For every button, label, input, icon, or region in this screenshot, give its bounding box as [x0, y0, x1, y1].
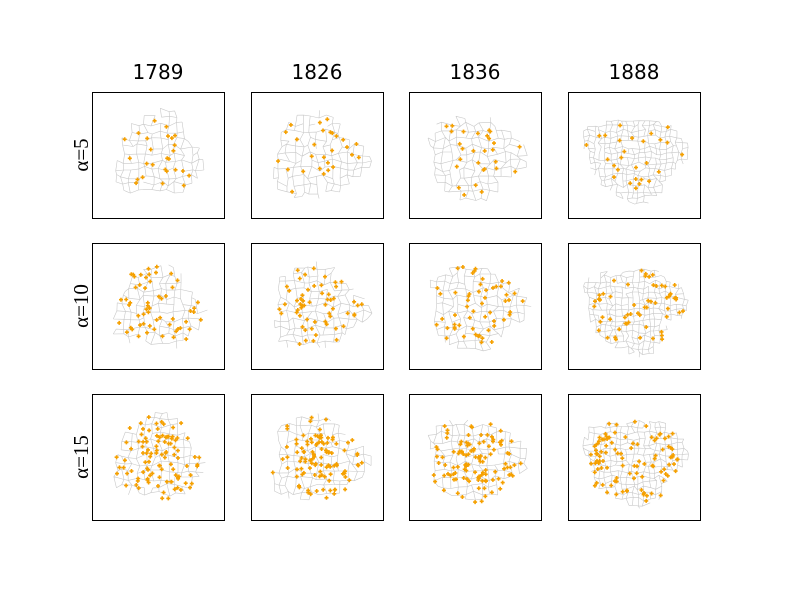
selected-nodes [122, 118, 192, 188]
street-network [583, 119, 689, 205]
selected-nodes [114, 415, 202, 501]
row-title: α=10 [69, 284, 93, 328]
street-network [429, 266, 532, 352]
map-panel [409, 92, 542, 219]
selected-nodes [444, 123, 522, 197]
panel-frame [409, 92, 542, 219]
map-panel [568, 92, 701, 219]
panel-frame [409, 243, 542, 370]
selected-nodes [434, 265, 525, 345]
selected-nodes [584, 123, 685, 191]
column-title: 1888 [609, 60, 660, 84]
panel-frame [92, 394, 225, 521]
panel-frame [92, 243, 225, 370]
selected-nodes [277, 266, 364, 346]
map-panel [92, 92, 225, 219]
selected-nodes [276, 117, 361, 194]
street-network [273, 413, 372, 501]
panel-frame [568, 394, 701, 521]
map-panel [409, 394, 542, 521]
street-network [112, 264, 208, 349]
selected-nodes [592, 268, 685, 342]
selected-nodes [588, 419, 680, 503]
row-title: α=15 [69, 435, 93, 479]
selected-nodes [431, 422, 523, 505]
map-panel [568, 243, 701, 370]
column-title: 1826 [292, 60, 343, 84]
map-panel [251, 92, 384, 219]
column-title: 1789 [133, 60, 184, 84]
map-panel [568, 394, 701, 521]
selected-nodes [270, 415, 364, 500]
selected-nodes [117, 264, 203, 342]
row-title: α=5 [69, 138, 93, 171]
map-panel [409, 243, 542, 370]
panel-frame [251, 394, 384, 521]
panel-frame [251, 92, 384, 219]
panel-frame [251, 243, 384, 370]
map-panel [251, 394, 384, 521]
panel-frame [92, 92, 225, 219]
map-panel [92, 394, 225, 521]
column-title: 1836 [450, 60, 501, 84]
map-panel [251, 243, 384, 370]
map-panel [92, 243, 225, 370]
